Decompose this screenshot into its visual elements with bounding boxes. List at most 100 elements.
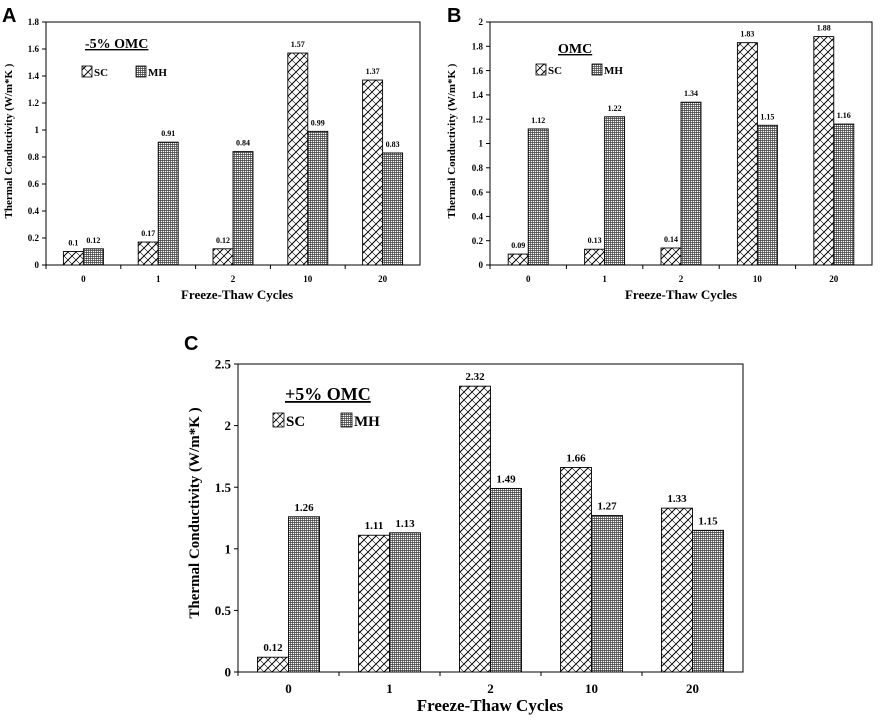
legend-mh-swatch xyxy=(591,63,603,76)
chart-panel-b: B Thermal Conductivity (W/m*K ) Freeze-T… xyxy=(446,5,873,302)
x-tick-label: 1 xyxy=(156,274,161,284)
y-tick-label: 1.4 xyxy=(28,71,40,81)
bar-mh xyxy=(307,130,329,266)
data-label-sc: 0.12 xyxy=(216,236,230,245)
panel-letter-c: C xyxy=(184,333,198,355)
bar-sc xyxy=(257,656,289,673)
y-tick-label: 1.2 xyxy=(28,98,40,108)
x-tick-label: 2 xyxy=(231,274,236,284)
x-tick-label: 2 xyxy=(487,681,494,696)
bar-sc xyxy=(507,253,529,266)
x-tick-label: 10 xyxy=(585,681,598,696)
panel-title: OMC xyxy=(558,42,592,57)
data-label-sc: 0.17 xyxy=(141,229,155,238)
y-tick-label: 1.2 xyxy=(472,114,484,124)
legend-sc-label: SC xyxy=(548,65,562,77)
bar-sc xyxy=(560,467,592,673)
data-label-mh: 1.15 xyxy=(698,515,718,527)
y-tick-label: 1.6 xyxy=(472,66,484,76)
y-tick-label: 0.6 xyxy=(28,179,40,189)
legend-mh-label: MH xyxy=(354,414,380,430)
y-tick-label: 0.2 xyxy=(28,233,40,243)
y-tick-label: 1.8 xyxy=(28,17,40,27)
data-label-sc: 1.57 xyxy=(291,40,305,49)
y-axis-title: Thermal Conductivity (W/m*K ) xyxy=(3,63,15,218)
legend-mh-label: MH xyxy=(148,67,167,79)
bar-sc xyxy=(661,507,693,673)
legend-sc-label: SC xyxy=(94,67,108,79)
bar-mh xyxy=(232,151,254,266)
x-tick-label: 0 xyxy=(526,274,531,284)
panel-letter-a: A xyxy=(2,5,16,27)
bar-mh xyxy=(756,124,778,266)
bar-sc xyxy=(62,251,84,266)
x-tick-label: 20 xyxy=(829,274,839,284)
panel-letter-b: B xyxy=(447,5,461,27)
data-label-sc: 1.11 xyxy=(365,520,384,532)
y-tick-label: 0.8 xyxy=(472,163,484,173)
legend-mh-swatch xyxy=(135,65,147,78)
x-tick-label: 10 xyxy=(753,274,763,284)
bar-sc xyxy=(287,52,309,266)
x-tick-label: 0 xyxy=(81,274,86,284)
y-axis-title: Thermal Conductivity (W/m*K ) xyxy=(446,63,458,218)
bar-mh xyxy=(527,128,549,266)
bar-sc xyxy=(813,36,835,266)
y-tick-label: 0 xyxy=(479,260,484,270)
bar-sc xyxy=(736,42,758,266)
bar-mh xyxy=(490,487,522,673)
data-label-mh: 1.22 xyxy=(608,104,622,113)
bar-mh xyxy=(157,141,179,266)
x-axis-title: Freeze-Thaw Cycles xyxy=(181,287,293,302)
legend-sc-swatch xyxy=(81,65,93,78)
data-label-sc: 1.88 xyxy=(817,24,831,33)
x-tick-label: 1 xyxy=(602,274,607,284)
bar-mh xyxy=(82,248,104,266)
data-label-mh: 1.12 xyxy=(531,116,545,125)
bar-mh xyxy=(833,123,855,266)
y-tick-label: 1.4 xyxy=(472,90,484,100)
y-tick-label: 1 xyxy=(35,125,40,135)
bar-sc xyxy=(660,247,682,266)
y-tick-label: 1.5 xyxy=(215,480,232,495)
bar-mh xyxy=(680,101,702,266)
y-tick-label: 1.8 xyxy=(472,41,484,51)
x-tick-label: 20 xyxy=(686,681,699,696)
y-tick-label: 0.2 xyxy=(472,236,484,246)
x-tick-label: 1 xyxy=(386,681,393,696)
bar-sc xyxy=(137,241,159,266)
data-label-sc: 0.14 xyxy=(664,235,678,244)
panel-title: +5% OMC xyxy=(285,384,371,404)
y-tick-label: 0.5 xyxy=(215,603,232,618)
data-label-sc: 0.12 xyxy=(263,642,283,654)
y-tick-label: 1 xyxy=(479,139,484,149)
y-tick-label: 0 xyxy=(225,665,232,680)
x-tick-label: 10 xyxy=(303,274,313,284)
bar-mh xyxy=(591,515,623,673)
data-label-sc: 1.83 xyxy=(740,30,754,39)
y-tick-label: 2 xyxy=(225,418,232,433)
data-label-mh: 1.27 xyxy=(597,501,617,513)
bar-mh xyxy=(389,532,421,673)
data-label-mh: 1.16 xyxy=(837,111,851,120)
data-label-mh: 1.26 xyxy=(294,502,314,514)
y-tick-label: 0 xyxy=(35,260,40,270)
legend-mh-label: MH xyxy=(604,65,623,77)
data-label-sc: 2.32 xyxy=(465,371,485,383)
data-label-mh: 0.12 xyxy=(86,236,100,245)
y-tick-label: 2.5 xyxy=(215,357,232,372)
bar-mh xyxy=(382,152,404,266)
legend-sc-swatch xyxy=(272,412,285,428)
data-label-mh: 1.49 xyxy=(496,473,516,485)
data-label-sc: 1.66 xyxy=(566,452,586,464)
bar-sc xyxy=(362,79,384,266)
y-tick-label: 2 xyxy=(479,17,484,27)
bar-sc xyxy=(212,248,234,266)
y-tick-label: 0.8 xyxy=(28,152,40,162)
x-tick-label: 20 xyxy=(378,274,388,284)
data-label-sc: 0.09 xyxy=(511,241,525,250)
y-tick-label: 0.6 xyxy=(472,187,484,197)
data-label-sc: 0.1 xyxy=(68,239,78,248)
bar-mh xyxy=(604,116,626,266)
